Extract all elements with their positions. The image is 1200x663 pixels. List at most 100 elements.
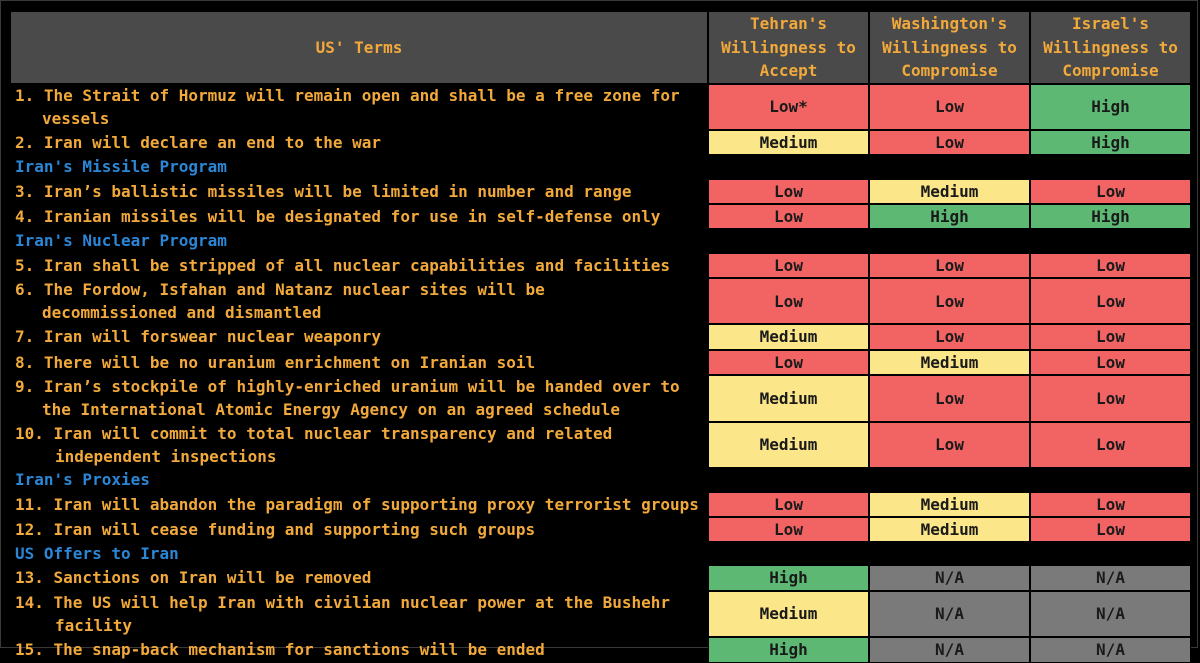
table-row: 12. Iran will cease funding and supporti…: [11, 516, 1191, 543]
header-washington: Washington's Willingness to Compromise: [869, 11, 1030, 84]
term-line: 13. Sanctions on Iran will be removed: [15, 568, 372, 588]
section-blank-cell: [1030, 468, 1191, 491]
section-blank-cell: [869, 155, 1030, 178]
israel-rating-cell: High: [1030, 130, 1191, 156]
washington-rating-cell: Medium: [869, 178, 1030, 204]
section-blank-cell: [869, 542, 1030, 565]
section-blank-cell: [708, 468, 869, 491]
header-washington-line-2: Willingness to: [882, 37, 1017, 57]
israel-rating-cell: Low: [1030, 277, 1191, 325]
header-israel: Israel's Willingness to Compromise: [1030, 11, 1191, 84]
table-row: 5. Iran shall be stripped of all nuclear…: [11, 252, 1191, 278]
table-row: 9. Iran’s stockpile of highly-enriched u…: [11, 375, 1191, 422]
section-blank-cell: [1030, 155, 1191, 178]
washington-rating-cell: Low: [869, 277, 1030, 325]
term-cell: 14. The US will help Iran with civilian …: [11, 591, 708, 638]
header-tehran-line-2: Willingness to: [721, 37, 856, 57]
tehran-rating-cell: Low: [708, 277, 869, 325]
term-cell: 6. The Fordow, Isfahan and Natanz nuclea…: [11, 278, 708, 325]
tehran-rating-cell: Low: [708, 491, 869, 517]
header-israel-line-2: Willingness to: [1043, 37, 1178, 57]
term-line: 11. Iran will abandon the paradigm of su…: [15, 494, 699, 514]
table-header: US' Terms Tehran's Willingness to Accept…: [11, 11, 1191, 84]
table-row: 1. The Strait of Hormuz will remain open…: [11, 83, 1191, 131]
header-row: US' Terms Tehran's Willingness to Accept…: [11, 11, 1191, 84]
table-row: 4. Iranian missiles will be designated f…: [11, 203, 1191, 230]
israel-rating-cell: Low: [1030, 375, 1191, 422]
section-heading: US Offers to Iran: [15, 544, 179, 564]
israel-rating-cell: Low: [1030, 178, 1191, 204]
section-blank-cell: [869, 468, 1030, 491]
washington-rating-cell: Low: [869, 324, 1030, 350]
washington-rating-cell: Medium: [869, 516, 1030, 543]
table-row: 11. Iran will abandon the paradigm of su…: [11, 491, 1191, 517]
header-tehran-line-3: Accept: [759, 61, 818, 80]
table-row: 10. Iran will commit to total nuclear tr…: [11, 421, 1191, 469]
section-blank-cell: [708, 229, 869, 252]
term-cell: 11. Iran will abandon the paradigm of su…: [11, 492, 708, 517]
term-cell: 3. Iran’s ballistic missiles will be lim…: [11, 179, 708, 204]
israel-rating-cell: High: [1030, 83, 1191, 131]
term-line: 3. Iran’s ballistic missiles will be lim…: [15, 181, 632, 201]
washington-rating-cell: Low: [869, 421, 1030, 469]
table-row: 13. Sanctions on Iran will be removed Hig…: [11, 565, 1191, 591]
washington-rating-cell: Medium: [869, 491, 1030, 517]
table-row: 7. Iran will forswear nuclear weaponry Me…: [11, 324, 1191, 350]
term-line: 12. Iran will cease funding and supporti…: [15, 519, 536, 539]
header-us-terms: US' Terms: [11, 11, 708, 84]
section-heading: Iran's Proxies: [15, 470, 150, 490]
term-line: facility: [55, 616, 133, 636]
term-cell: 5. Iran shall be stripped of all nuclear…: [11, 253, 708, 278]
term-cell: 2. Iran will declare an end to the war: [11, 130, 708, 155]
washington-rating-cell: Low: [869, 130, 1030, 156]
term-cell: 8. There will be no uranium enrichment o…: [11, 350, 708, 375]
term-line: 1. The Strait of Hormuz will remain open…: [15, 85, 680, 105]
israel-rating-cell: Low: [1030, 252, 1191, 278]
washington-rating-cell: High: [869, 203, 1030, 230]
header-tehran: Tehran's Willingness to Accept: [708, 11, 869, 84]
washington-rating-cell: N/A: [869, 565, 1030, 591]
tehran-rating-cell: Low: [708, 252, 869, 278]
section-blank-cell: [1030, 229, 1191, 252]
terms-table: US' Terms Tehran's Willingness to Accept…: [11, 11, 1191, 663]
term-cell: 10. Iran will commit to total nuclear tr…: [11, 422, 708, 469]
table-row: 6. The Fordow, Isfahan and Natanz nuclea…: [11, 277, 1191, 325]
israel-rating-cell: Low: [1030, 491, 1191, 517]
term-line: 10. Iran will commit to total nuclear tr…: [15, 423, 613, 443]
israel-rating-cell: N/A: [1030, 565, 1191, 591]
term-line: 9. Iran’s stockpile of highly-enriched u…: [15, 377, 680, 397]
washington-rating-cell: Low: [869, 375, 1030, 422]
washington-rating-cell: N/A: [869, 590, 1030, 638]
israel-rating-cell: Low: [1030, 324, 1191, 350]
tehran-rating-cell: Medium: [708, 421, 869, 469]
term-line: 8. There will be no uranium enrichment o…: [15, 352, 536, 372]
tehran-rating-cell: Low: [708, 349, 869, 376]
term-line: vessels: [42, 108, 110, 128]
term-line: independent inspections: [55, 446, 277, 466]
tehran-rating-cell: Medium: [708, 324, 869, 350]
term-cell: 4. Iranian missiles will be designated f…: [11, 204, 708, 229]
tehran-rating-cell: Medium: [708, 375, 869, 422]
israel-rating-cell: High: [1030, 203, 1191, 230]
header-israel-line-1: Israel's: [1071, 14, 1150, 33]
section-blank-cell: [708, 155, 869, 178]
header-tehran-line-1: Tehran's: [749, 14, 828, 33]
tehran-rating-cell: Low: [708, 516, 869, 543]
term-line: decommissioned and dismantled: [42, 303, 322, 323]
term-cell: 1. The Strait of Hormuz will remain open…: [11, 84, 708, 131]
tehran-rating-cell: Low: [708, 178, 869, 204]
table-row: 2. Iran will declare an end to the war Me…: [11, 130, 1191, 156]
section-row: Iran's Missile Program: [11, 155, 1191, 178]
tehran-rating-cell: Low: [708, 203, 869, 230]
tehran-rating-cell: Medium: [708, 590, 869, 638]
table-body: 1. The Strait of Hormuz will remain open…: [11, 83, 1191, 663]
washington-rating-cell: Medium: [869, 349, 1030, 376]
term-line: 7. Iran will forswear nuclear weaponry: [15, 327, 382, 347]
header-washington-line-3: Compromise: [901, 61, 998, 80]
tehran-rating-cell: High: [708, 565, 869, 591]
term-line: 4. Iranian missiles will be designated f…: [15, 206, 661, 226]
section-blank-cell: [869, 229, 1030, 252]
table-row: 3. Iran’s ballistic missiles will be lim…: [11, 178, 1191, 204]
term-line: 14. The US will help Iran with civilian …: [15, 592, 671, 612]
